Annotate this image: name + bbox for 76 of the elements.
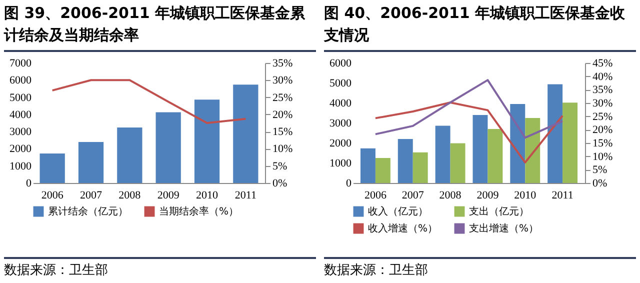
bar <box>360 148 376 183</box>
bar <box>510 104 526 183</box>
line-series <box>374 79 564 139</box>
y-tick-label: 5000 <box>10 92 32 104</box>
bar <box>488 129 503 183</box>
legend-label: 支出（亿元） <box>469 206 529 218</box>
y-tick-label: 6000 <box>10 74 32 87</box>
y2-tick-label: 15% <box>272 126 293 138</box>
x-tick-label: 2010 <box>196 190 218 202</box>
x-tick-label: 2009 <box>157 190 180 202</box>
bar <box>562 102 578 183</box>
y2-tick-label: 5% <box>592 164 608 176</box>
y-tick-label: 6000 <box>330 58 352 70</box>
x-tick-label: 2006 <box>41 190 64 202</box>
y-tick-label: 1000 <box>330 158 352 170</box>
bar <box>156 112 181 183</box>
y2-tick-label: 15% <box>592 138 613 150</box>
bar <box>412 152 428 183</box>
legend-label: 当期结余率（%） <box>159 206 239 218</box>
bar <box>117 127 142 183</box>
y2-tick-label: 20% <box>592 124 613 136</box>
bar <box>398 139 413 183</box>
x-tick-label: 2010 <box>514 190 537 202</box>
y2-tick-label: 35% <box>272 58 293 70</box>
legend-label: 收入增速（%） <box>368 222 438 234</box>
x-tick-label: 2006 <box>364 190 387 202</box>
x-tick-label: 2008 <box>439 190 462 202</box>
x-tick-label: 2011 <box>552 190 574 202</box>
line-series <box>374 101 564 164</box>
y2-tick-label: 0% <box>272 178 288 190</box>
y-tick-label: 2000 <box>330 138 352 150</box>
bar <box>548 84 563 183</box>
chart-title: 图 40、2006-2011 年城镇职工医保基金收支情况 <box>324 2 636 52</box>
line-series <box>51 79 247 124</box>
bar <box>435 126 450 183</box>
chart-title: 图 39、2006-2011 年城镇职工医保基金累计结余及当期结余率 <box>4 2 316 52</box>
y-tick-label: 7000 <box>10 58 32 70</box>
y2-tick-label: 10% <box>592 150 613 163</box>
bar <box>375 158 390 183</box>
x-tick-label: 2008 <box>118 190 142 202</box>
y2-tick-label: 5% <box>272 160 288 172</box>
y2-tick-label: 25% <box>272 92 293 104</box>
source-note: 数据来源：卫生部 <box>4 257 316 279</box>
y2-tick-label: 10% <box>272 143 293 156</box>
bar <box>472 115 488 183</box>
y-tick-label: 0 <box>26 178 32 190</box>
x-tick-label: 2007 <box>402 190 424 202</box>
y2-tick-label: 25% <box>592 110 613 123</box>
bar <box>40 154 65 183</box>
y-tick-label: 3000 <box>330 118 352 130</box>
bar <box>194 100 220 183</box>
bar <box>78 142 104 183</box>
y-tick-label: 5000 <box>330 78 352 90</box>
y2-tick-label: 20% <box>272 108 293 121</box>
y-tick-label: 4000 <box>330 98 352 110</box>
y2-tick-label: 40% <box>592 70 613 83</box>
y2-tick-label: 0% <box>592 178 608 190</box>
legend-label: 支出增速（%） <box>469 222 539 234</box>
source-note: 数据来源：卫生部 <box>324 257 636 279</box>
bar <box>525 118 540 183</box>
bar <box>450 143 466 183</box>
x-tick-label: 2009 <box>476 190 500 202</box>
bar <box>233 84 258 183</box>
y-tick-label: 0 <box>346 178 352 190</box>
legend-label: 累计结余（亿元） <box>48 206 128 218</box>
y-tick-label: 4000 <box>10 108 32 121</box>
y-tick-label: 2000 <box>10 143 32 156</box>
y2-tick-label: 30% <box>592 98 613 110</box>
y-tick-label: 1000 <box>10 160 32 172</box>
y2-tick-label: 35% <box>592 84 613 96</box>
y2-tick-label: 45% <box>592 58 613 70</box>
y-tick-label: 3000 <box>10 126 32 138</box>
y2-tick-label: 30% <box>272 74 293 87</box>
x-tick-label: 2011 <box>234 190 256 202</box>
legend-label: 收入（亿元） <box>368 206 428 218</box>
x-tick-label: 2007 <box>80 190 102 202</box>
